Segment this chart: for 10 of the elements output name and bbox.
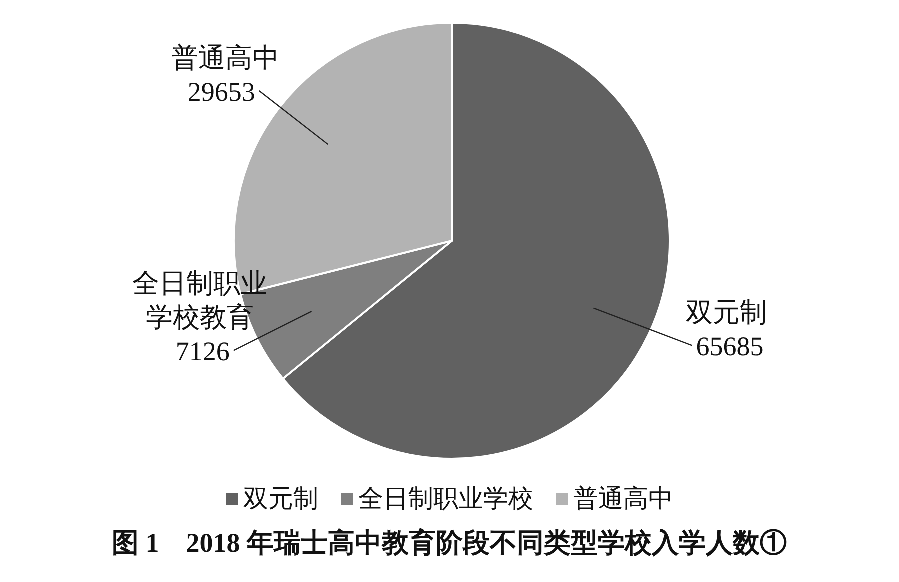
- data-label: 7126: [176, 336, 230, 367]
- data-label: 65685: [696, 332, 764, 362]
- text: 全日制职业学校教育: [132, 268, 268, 333]
- legend-label: 普通高中: [572, 484, 674, 515]
- data-label: 29653: [188, 76, 256, 107]
- slice-label: 普通高中: [171, 42, 280, 73]
- legend-label: 全日制职业学校: [358, 485, 534, 515]
- legend-label: 双元制: [242, 485, 318, 515]
- slice-label: 双元制: [686, 298, 767, 328]
- text: 图 1 2018 年瑞士高中教育阶段不同类型学校入学人数①: [111, 527, 788, 560]
